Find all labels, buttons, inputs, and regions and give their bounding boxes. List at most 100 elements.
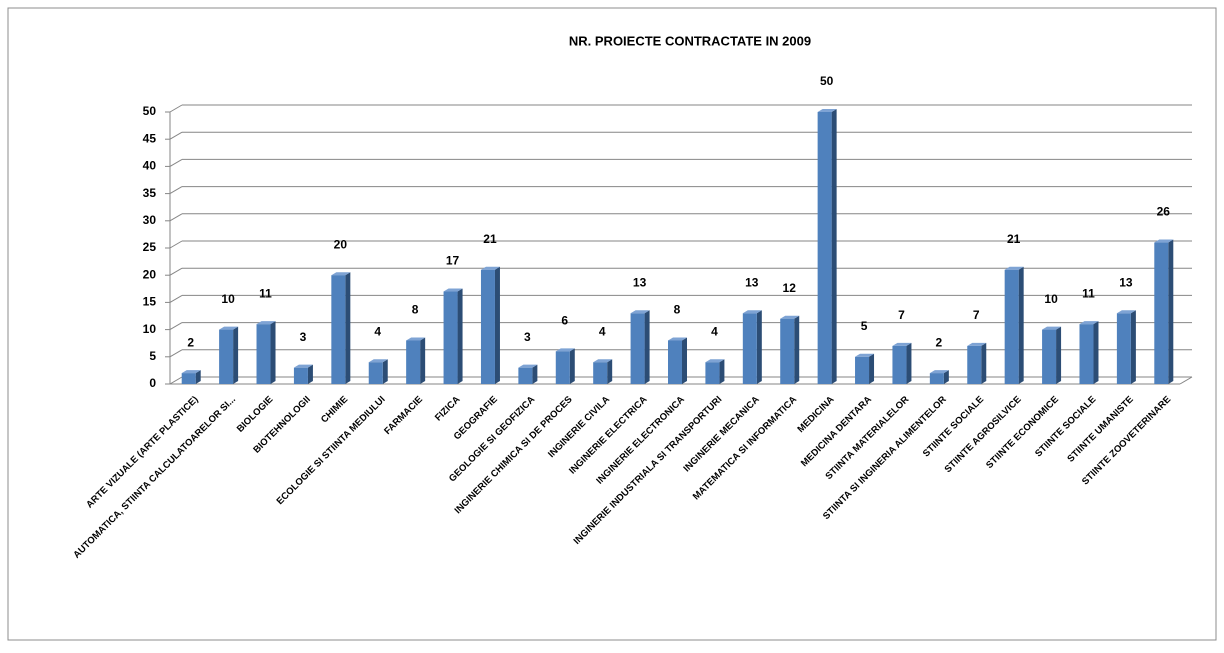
bar-top [1042,326,1062,330]
y-tick-label: 20 [143,267,157,281]
y-tick-label: 10 [143,322,157,336]
bar [892,345,907,384]
data-label: 13 [1119,275,1133,289]
bar [817,112,832,384]
bar-top [219,326,239,330]
bar [855,356,870,384]
bar [967,345,982,384]
bar-top [555,348,575,352]
bar-side [569,348,575,384]
bar-top [181,370,201,374]
grid-line [169,213,183,222]
data-label: 7 [898,308,905,322]
bar [1116,313,1131,384]
bar [630,313,645,384]
data-label: 7 [973,308,980,322]
data-label: 8 [674,303,681,317]
grid-line [169,104,183,113]
grid-line [169,267,183,276]
bar-side [1168,239,1174,384]
bar-top [593,359,613,363]
axis-line [1179,376,1193,385]
bar-side [756,310,762,384]
y-tick-label: 30 [143,213,157,227]
data-label: 17 [446,254,460,268]
y-tick-label: 50 [143,104,157,118]
bar-side [494,266,500,384]
grid-line [169,240,183,249]
bar [929,373,944,384]
y-tick-label: 40 [143,159,157,173]
data-label: 3 [300,330,307,344]
bar-side [906,342,912,384]
data-label: 50 [820,74,834,88]
grid-line [169,294,183,303]
grid-line [169,158,183,167]
bar-top [331,272,351,276]
bar-side [794,315,800,384]
data-label: 5 [861,319,868,333]
bar-side [1130,310,1136,384]
chart-border [7,7,1217,641]
data-label: 3 [524,330,531,344]
data-label: 10 [221,292,235,306]
grid-line [169,322,183,331]
y-tick-label: 45 [143,131,157,145]
bar [1079,324,1094,384]
bar-side [195,370,201,384]
bar [593,362,608,384]
bar-side [719,359,725,384]
bar-top [705,359,725,363]
data-label: 4 [374,324,381,338]
bar [742,313,757,384]
data-label: 11 [259,286,272,300]
data-label: 10 [1044,292,1058,306]
bar [705,362,720,384]
bar [219,329,234,384]
bar-side [607,359,613,384]
y-tick-label: 0 [149,376,156,390]
bar-top [256,321,276,325]
bar [555,351,570,384]
bar [1004,269,1019,384]
bar-top [630,310,650,314]
bar [406,340,421,384]
bar-top [406,337,426,341]
bar-side [270,321,276,384]
grid-line [169,131,183,140]
bar [181,373,196,384]
bar-side [233,326,239,384]
bar-top [293,364,313,368]
data-label: 26 [1157,205,1171,219]
bar-side [943,370,949,384]
bar [668,340,682,384]
bar-top [742,310,762,314]
chart-title: NR. PROIECTE CONTRACTATE IN 2009 [569,33,811,48]
bar-side [457,288,463,384]
data-label: 2 [936,335,943,349]
bar [331,275,346,384]
y-tick-label: 15 [143,295,157,309]
bar-side [869,353,875,384]
bar-top [855,353,875,357]
bar-top [817,109,837,112]
data-label: 12 [783,281,797,295]
grid-line [169,349,183,358]
bar-side [981,342,987,384]
bar [293,367,308,384]
data-label: 4 [711,324,718,338]
bar-side [1018,266,1024,384]
bar-top [780,315,800,319]
bar-side [420,337,426,384]
bar-top [967,342,987,346]
bar-top [518,364,538,368]
data-label: 2 [187,335,194,349]
data-label: 13 [745,275,759,289]
bar-top [443,288,463,292]
y-tick-label: 35 [143,186,157,200]
bar-top [480,266,500,270]
bar [368,362,383,384]
bar-side [307,364,313,384]
bar [1154,242,1169,384]
data-label: 11 [1082,286,1095,300]
